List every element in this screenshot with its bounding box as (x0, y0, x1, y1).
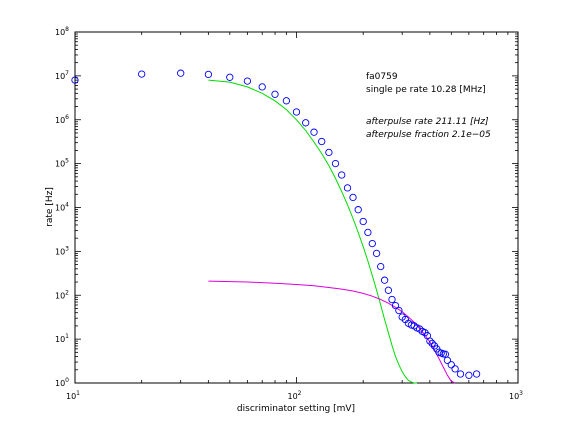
data-point (447, 361, 455, 369)
annotation-block: fa0759 single pe rate 10.28 [MHz] afterp… (366, 72, 491, 140)
data-point (472, 370, 481, 378)
data-point (456, 370, 465, 378)
y-axis-label: rate [Hz] (45, 187, 55, 227)
data-point (372, 249, 381, 258)
data-point (391, 301, 400, 310)
data-point (331, 159, 340, 168)
y-tick-label: 107 (55, 70, 69, 81)
data-point (354, 206, 362, 214)
annotation-tube-id: fa0759 (366, 72, 398, 82)
data-point (302, 119, 310, 127)
markers-layer (71, 69, 481, 379)
data-point (177, 69, 185, 77)
x-axis-label: discriminator setting [mV] (237, 404, 355, 414)
data-point (359, 217, 367, 226)
data-point (282, 97, 291, 105)
data-point (377, 262, 385, 271)
data-point (428, 339, 436, 348)
y-tick-label: 105 (55, 158, 69, 169)
data-point (426, 337, 434, 345)
y-tick-label: 106 (55, 114, 69, 125)
annotation-single-pe-rate: single pe rate 10.28 [MHz] (366, 85, 486, 95)
data-point (465, 371, 473, 379)
data-point (71, 76, 79, 84)
annotation-afterpulse-fraction: afterpulse fraction 2.1e−05 (366, 130, 491, 140)
data-point (368, 239, 376, 248)
data-point (204, 70, 213, 79)
data-point (349, 193, 357, 202)
fit-line-1 (208, 79, 417, 384)
series-layer (208, 79, 456, 384)
data-point (384, 286, 393, 294)
data-point (380, 276, 389, 284)
data-point (226, 73, 234, 81)
x-tick-label: 103 (509, 390, 523, 401)
fit-line-2 (208, 280, 456, 384)
y-tick-label: 104 (55, 202, 69, 213)
plot-area (74, 31, 519, 384)
data-point (451, 365, 459, 373)
y-tick-label: 100 (55, 377, 69, 388)
y-tick-label: 108 (55, 26, 69, 37)
data-point (292, 108, 301, 116)
annotation-afterpulse-rate: afterpulse rate 211.11 [Hz] (366, 117, 489, 127)
axes-frame (74, 31, 519, 384)
x-tick-label: 102 (287, 390, 301, 401)
axis-tick-labels: 101 102 103 100 101 102 103 104 105 106 107 108 (55, 26, 523, 401)
data-point (310, 128, 318, 136)
data-point (325, 148, 333, 157)
axis-ticks (74, 32, 519, 384)
data-point (343, 184, 352, 192)
y-tick-label: 102 (55, 289, 69, 300)
x-tick-label: 101 (66, 390, 80, 401)
data-point (364, 228, 372, 237)
data-point (243, 77, 252, 85)
y-tick-label: 101 (55, 333, 69, 344)
data-point (271, 90, 279, 98)
data-point (338, 171, 346, 179)
data-point (443, 356, 452, 364)
data-point (395, 306, 403, 315)
data-point (318, 137, 326, 146)
data-point (388, 295, 396, 304)
y-tick-label: 103 (55, 245, 69, 256)
data-point (258, 83, 266, 91)
data-point (138, 70, 146, 78)
